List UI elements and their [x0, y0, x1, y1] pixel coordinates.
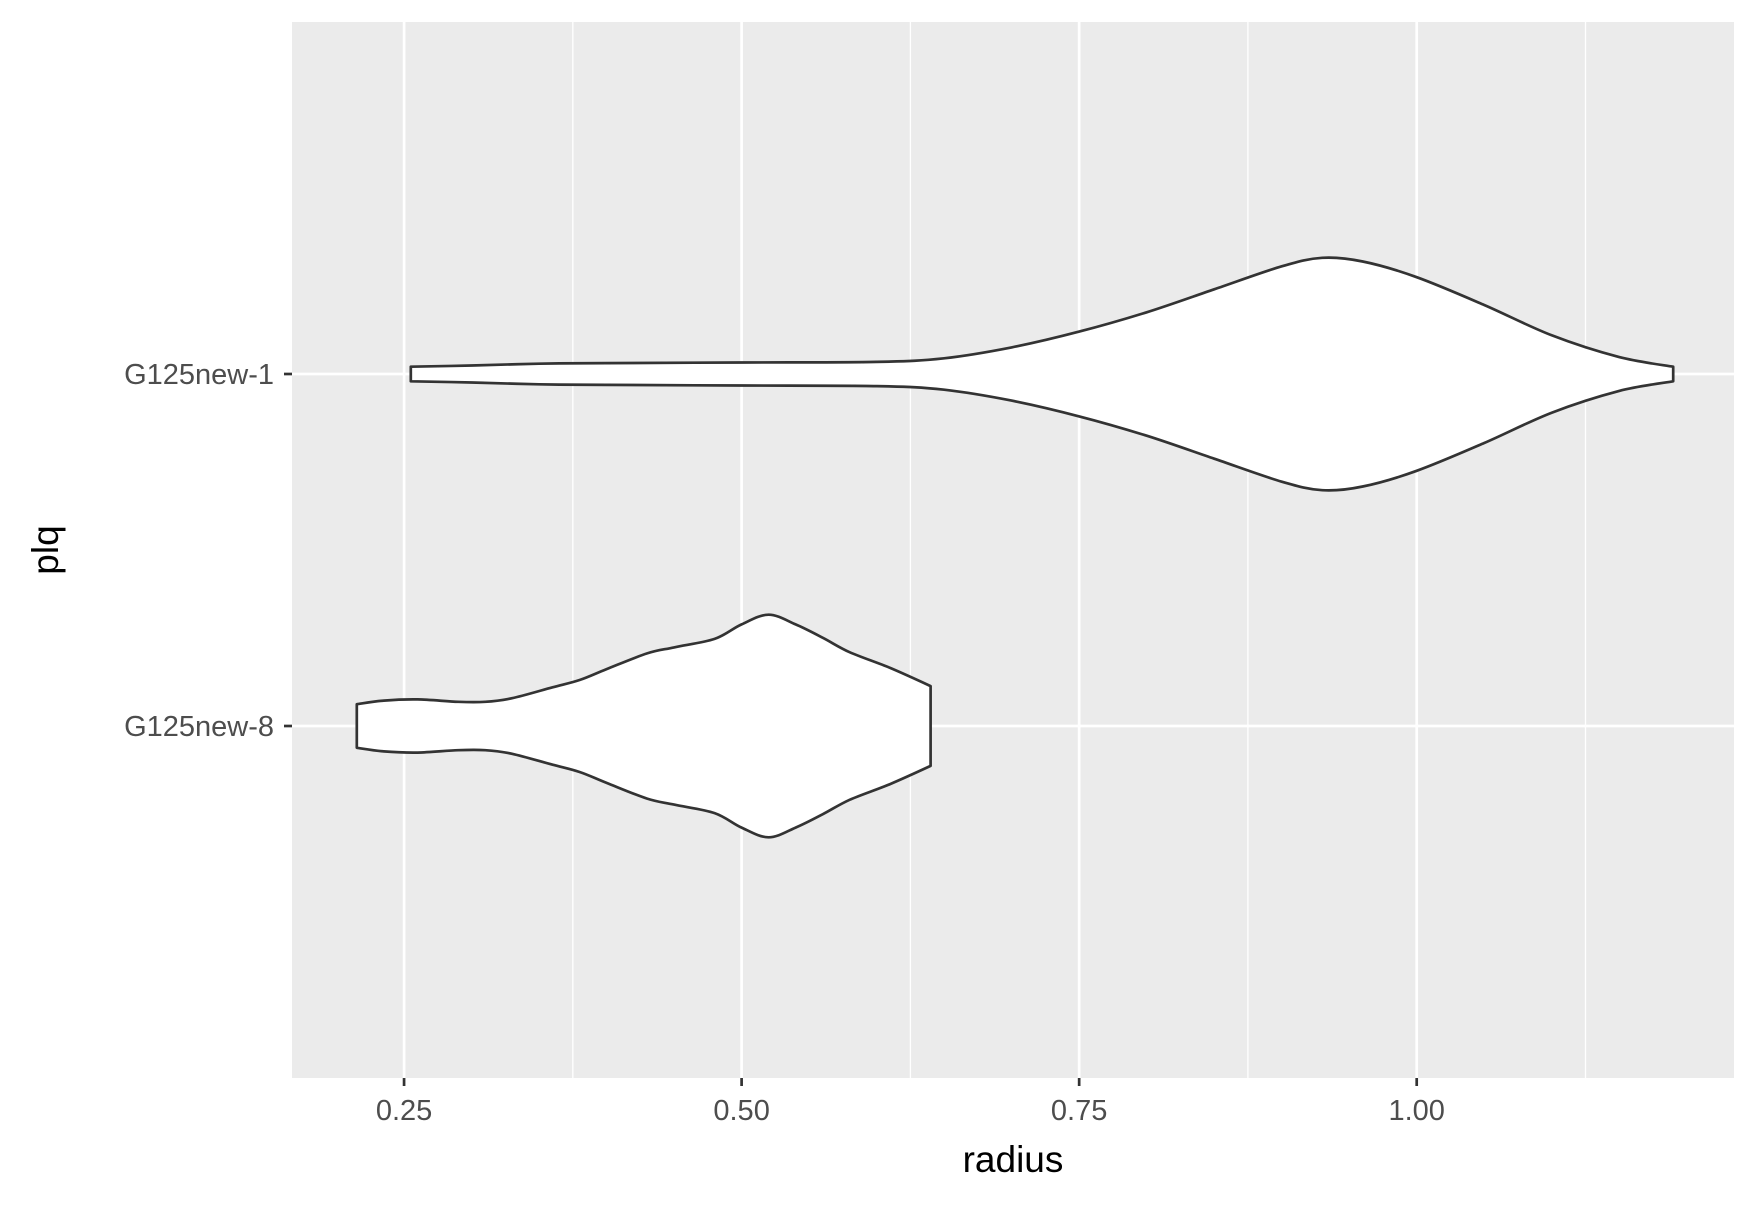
y-tick-label: G125new-1	[124, 359, 274, 391]
x-axis-title: radius	[963, 1139, 1064, 1180]
y-axis-title: plq	[25, 525, 66, 574]
violin-G125new-8	[355, 613, 932, 839]
y-tick-label: G125new-8	[124, 711, 274, 743]
violin-G125new-1	[409, 256, 1675, 492]
x-tick-label: 0.25	[376, 1095, 432, 1127]
x-tick-label: 0.75	[1051, 1095, 1107, 1127]
axes: 0.25 0.50 0.75 1.00 G125new-8 G125new-1	[124, 359, 1445, 1127]
violin-shapes	[355, 256, 1675, 839]
x-tick-label: 0.50	[713, 1095, 769, 1127]
plot-panel-background	[292, 22, 1734, 1078]
x-tick-label: 1.00	[1388, 1095, 1444, 1127]
